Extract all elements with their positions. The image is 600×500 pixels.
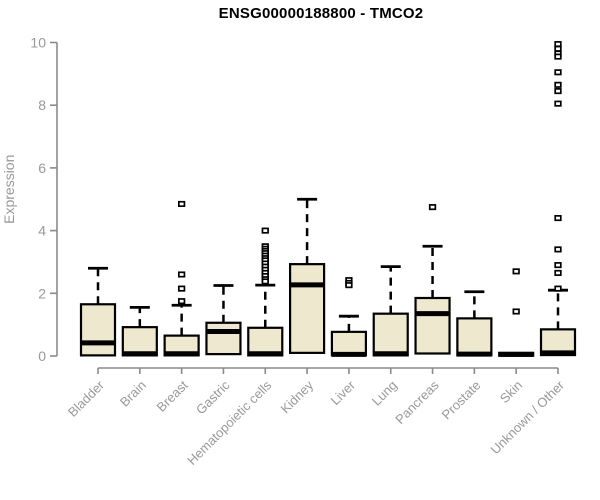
- y-tick-label: 0: [38, 348, 46, 364]
- outlier-point: [554, 285, 562, 292]
- iqr-box: [330, 330, 368, 357]
- iqr-box: [372, 312, 409, 357]
- iqr-box: [121, 326, 158, 357]
- x-category-label: Bladder: [65, 377, 108, 420]
- y-tick-label: 2: [38, 285, 46, 301]
- outlier-point: [261, 227, 269, 234]
- chart-title: ENSG00000188800 - TMCO2: [218, 5, 424, 22]
- box-liver: [330, 277, 368, 357]
- x-category-label: Lung: [369, 378, 400, 409]
- outlier-point: [554, 41, 562, 48]
- iqr-box: [288, 263, 326, 354]
- y-tick-label: 10: [30, 35, 46, 51]
- x-category-label: Breast: [154, 377, 191, 414]
- outlier-point: [554, 215, 562, 222]
- box-bladder: [79, 266, 117, 357]
- outlier-point: [177, 271, 186, 278]
- x-category-label: Brain: [117, 378, 149, 410]
- outlier-point: [512, 268, 520, 275]
- box-pancreas: [414, 204, 451, 355]
- outlier-point: [554, 100, 562, 107]
- outlier-point: [177, 298, 186, 305]
- y-tick-label: 4: [38, 223, 46, 239]
- outlier-point: [554, 81, 562, 88]
- box-hematopoietic-cells: [247, 227, 284, 357]
- iqr-box: [456, 317, 493, 357]
- box-breast: [163, 200, 200, 357]
- outlier-point: [554, 269, 562, 276]
- y-tick-label: 8: [38, 97, 46, 113]
- x-category-label: Skin: [497, 378, 525, 406]
- outlier-point: [554, 88, 562, 95]
- x-category-label: Gastric: [193, 377, 233, 417]
- x-category-label: Kidney: [277, 377, 316, 416]
- box-skin: [498, 268, 535, 357]
- iqr-box: [205, 321, 242, 356]
- box-lung: [372, 265, 409, 357]
- box-brain: [121, 306, 158, 357]
- y-axis: 0 2 4 6 8 10 Expression: [1, 35, 58, 364]
- x-category-label: Pancreas: [392, 377, 442, 427]
- x-category-label: Unknown / Other: [488, 377, 568, 457]
- y-tick-label: 6: [38, 160, 46, 176]
- box-prostate: [456, 290, 493, 357]
- outlier-point: [428, 204, 437, 211]
- outlier-point: [512, 308, 520, 315]
- x-category-label: Prostate: [439, 378, 484, 423]
- outlier-point: [345, 282, 353, 289]
- outlier-point: [261, 278, 269, 285]
- outlier-point: [554, 246, 562, 253]
- outlier-point: [177, 285, 186, 292]
- iqr-box: [79, 303, 117, 357]
- outlier-point: [177, 200, 186, 208]
- outlier-point: [554, 45, 562, 52]
- box-unknown-other: [539, 41, 577, 357]
- box-gastric: [205, 284, 242, 356]
- iqr-box: [414, 296, 451, 355]
- x-category-label: Liver: [327, 377, 358, 408]
- outlier-point: [554, 69, 562, 76]
- outlier-point: [554, 53, 562, 60]
- box-kidney: [288, 197, 326, 354]
- y-axis-label: Expression: [1, 155, 17, 224]
- outlier-point: [554, 262, 562, 269]
- iqr-box: [247, 326, 284, 357]
